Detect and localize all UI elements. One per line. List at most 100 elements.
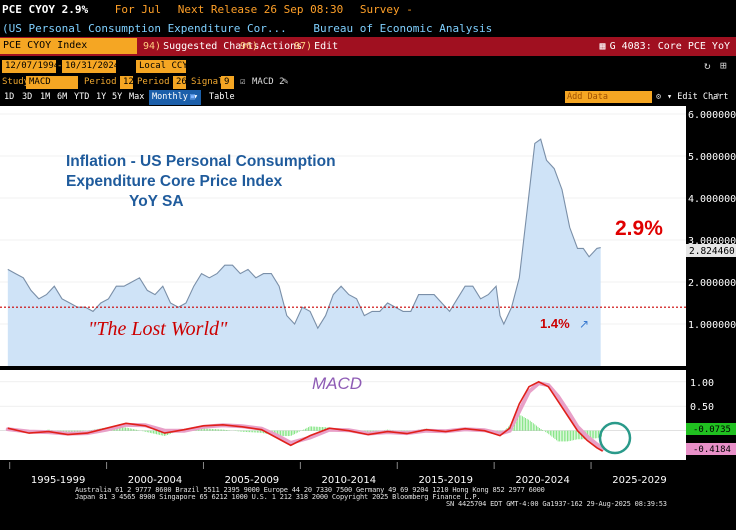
period-label: For Jul — [114, 3, 162, 16]
range-dash: - — [57, 61, 63, 71]
index-field[interactable]: PCE CYOY Index — [0, 38, 137, 54]
main-y-tick: 4.000000 — [688, 194, 736, 205]
x-axis: 1995-1999 2000-2004 2005-2009 2010-2014 2015… — [9, 462, 667, 486]
signal-label: Signal — [191, 77, 224, 87]
x-tick-label: 2025-2029 — [612, 475, 667, 486]
footer: Australia 61 2 9777 8600 Brazil 5511 239… — [0, 486, 736, 530]
period-1d[interactable]: 1D — [4, 92, 15, 102]
table-button[interactable]: Table — [209, 92, 235, 102]
period-6m[interactable]: 6M — [57, 92, 68, 102]
latest-annotation: 2.9% — [615, 217, 663, 240]
date-range-bar: 12/07/1994 - 10/31/2024 Local CCY ↻ ⊞ — [0, 57, 736, 75]
calendar-icon[interactable]: ▣ — [190, 92, 196, 102]
macd-annotation: MACD — [312, 374, 362, 393]
main-y-tick: 5.000000 — [688, 152, 736, 163]
threshold-annotation: 1.4% — [540, 316, 570, 331]
start-date-input[interactable]: 12/07/1994 — [2, 60, 59, 73]
period-ytd[interactable]: YTD — [74, 92, 90, 102]
period-1m[interactable]: 1M — [40, 92, 51, 102]
chart-code-label: G 4083: Core PCE YoY — [609, 41, 730, 52]
study-label: Study — [2, 77, 30, 87]
x-tick-label: 1995-1999 — [31, 475, 86, 486]
frequency-select[interactable]: Monthly ▾ — [149, 90, 202, 105]
footer-line3: SN 4425704 EDT GMT-4:00 Ga1937-162 29-Au… — [446, 500, 667, 508]
period1-input[interactable]: 12 — [120, 76, 134, 89]
suggested-charts-label: Suggested Charts — [163, 41, 260, 52]
main-y-axis: 6.000000 5.000000 4.000000 3.000000 2.000000… — [688, 110, 736, 331]
expand-icon[interactable]: ⤢ — [712, 92, 719, 102]
macd-tag: MACD 2 — [252, 77, 285, 87]
lost-world-annotation: "The Lost World" — [88, 318, 228, 340]
settings-icon[interactable]: ⚙ — [656, 92, 662, 102]
chart-title-line3: YoY SA — [129, 193, 184, 210]
edit-label: Edit — [314, 41, 339, 52]
edit-button[interactable]: 97) Edit — [294, 37, 338, 56]
series-area — [7, 139, 601, 366]
next-release: Next Release 26 Sep 08:30 — [177, 3, 344, 16]
last-value-tag-text: 2.824460 — [689, 246, 735, 257]
main-y-tick: 3.000000 — [688, 236, 736, 247]
frequency-label: Monthly — [152, 92, 188, 102]
actions-label: Actions — [260, 41, 303, 52]
toolbar: PCE CYOY Index 94) Suggested Charts 96) Ac… — [0, 37, 736, 56]
main-y-tick: 2.000000 — [688, 278, 736, 289]
x-tick-label: 2010-2014 — [322, 475, 377, 486]
source: Bureau of Economic Analysis — [313, 22, 493, 35]
period2-input[interactable]: 26 — [173, 76, 187, 89]
macd-value-text: -0.0735 — [693, 425, 731, 435]
suggested-charts-button[interactable]: 94) Suggested Charts — [143, 37, 259, 56]
main-y-tick: 1.000000 — [688, 320, 736, 331]
pin-icon[interactable]: ⊞ — [720, 59, 727, 72]
chart-icon: ▦ — [599, 41, 606, 52]
main-y-tick: 6.000000 — [688, 110, 736, 121]
period-1y[interactable]: 1Y — [96, 92, 107, 102]
edit-key: 97) — [294, 41, 313, 52]
study-select[interactable]: MACD — [26, 76, 78, 89]
refresh-icon[interactable]: ↻ — [704, 59, 711, 72]
period1-label: Period 1 — [84, 77, 128, 87]
highlight-circle — [598, 421, 632, 455]
x-tick-label: 2020-2024 — [515, 475, 570, 486]
signal-value-tag — [686, 443, 736, 455]
security-header: PCE CYOY 2.9% For Jul Next Release 26 Se… — [0, 0, 736, 20]
last-value: 2.9% — [61, 3, 89, 16]
macd-y-tick: 0.50 — [690, 402, 714, 413]
x-tick-label: 2000-2004 — [128, 475, 183, 486]
suggested-charts-key: 94) — [143, 41, 162, 52]
period-5y[interactable]: 5Y — [112, 92, 123, 102]
x-tick-label: 2015-2019 — [418, 475, 473, 486]
chart-title-line1: Inflation - US Personal Consumption — [66, 153, 336, 170]
arrow-up-icon: ↗ — [579, 317, 589, 331]
actions-key: 96) — [240, 41, 259, 52]
signal-value-text: -0.4184 — [693, 445, 731, 455]
actions-button[interactable]: 96) Actions — [240, 37, 302, 56]
macd-line — [7, 380, 604, 452]
ticker: PCE CYOY — [2, 3, 55, 16]
macd-y-tick: 1.00 — [690, 378, 714, 389]
security-description: (US Personal Consumption Expenditure Cor… — [0, 20, 736, 37]
footer-line1: Australia 61 2 9777 8600 Brazil 5511 239… — [75, 486, 545, 494]
period-max[interactable]: Max — [129, 92, 145, 102]
study-bar: Study MACD Period 1 12 Period 2 26 Signa… — [0, 75, 736, 90]
add-data-input[interactable]: Add Data — [565, 91, 652, 103]
macd-value-tag — [686, 423, 736, 435]
macd-y-axis: 1.00 0.50 — [690, 378, 714, 413]
x-tick-label: 2005-2009 — [225, 475, 280, 486]
chart-title-line2: Expenditure Core Price Index — [66, 173, 283, 190]
pencil-icon[interactable]: ✎ — [283, 77, 289, 87]
currency-select[interactable]: Local CCY — [136, 60, 188, 73]
edit-chart-button[interactable]: ▾ Edit Chart — [667, 92, 729, 102]
last-value-tag — [686, 244, 736, 257]
period2-label: Period 2 — [137, 77, 181, 87]
chart-code[interactable]: ▦ G 4083: Core PCE YoY — [600, 37, 730, 56]
macd-checkbox-icon[interactable]: ☑ — [240, 77, 246, 87]
chart: 6.000000 5.000000 4.000000 3.000000 2.000000… — [0, 106, 736, 486]
signal-input[interactable]: 9 — [221, 76, 234, 89]
period-3d[interactable]: 3D — [22, 92, 33, 102]
description: (US Personal Consumption Expenditure Cor… — [2, 22, 287, 35]
survey: Survey - — [359, 3, 413, 16]
series-line — [7, 138, 601, 330]
period-bar: 1D 3D 1M 6M YTD 1Y 5Y Max Monthly ▾ ▣ Ta… — [0, 90, 736, 105]
edit-chart-label: Edit Chart — [677, 92, 729, 102]
end-date-input[interactable]: 10/31/2024 — [62, 60, 119, 73]
